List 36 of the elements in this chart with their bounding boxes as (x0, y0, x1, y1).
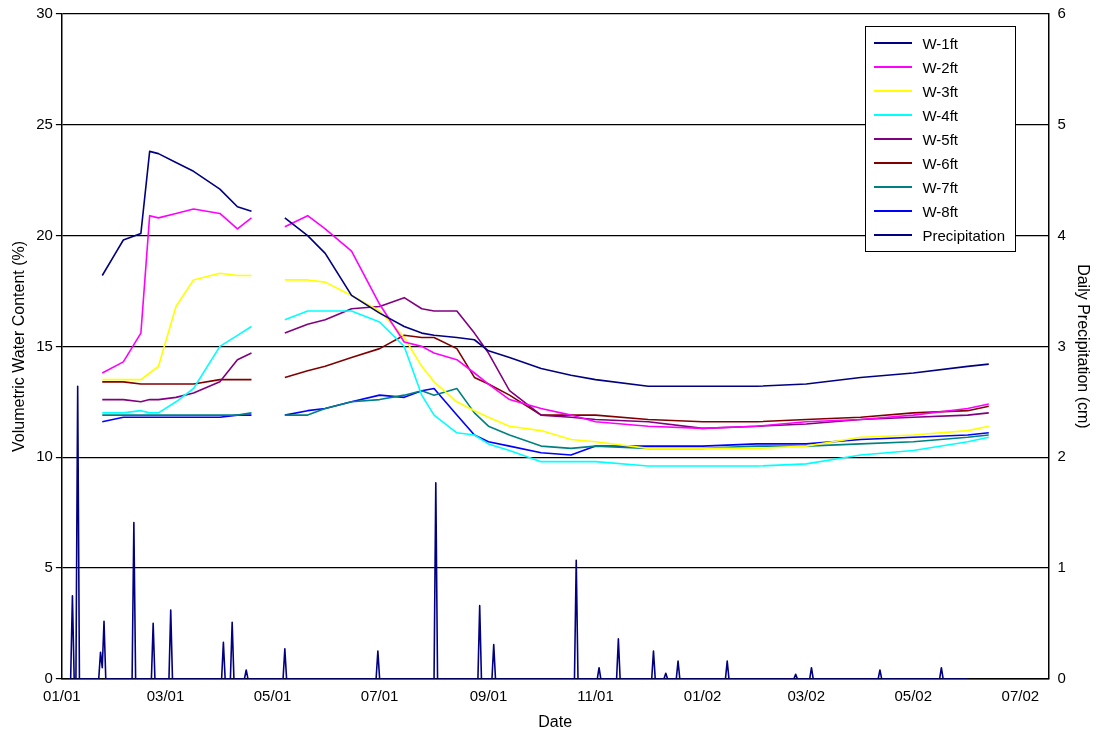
x-tick-label: 09/01 (469, 686, 508, 704)
x-tick-label: 07/01 (360, 686, 399, 704)
y-axis-title: Volumetric Water Content (%) (10, 240, 28, 452)
y-tick-label: 0 (44, 668, 53, 686)
legend-label: W-8ft (922, 202, 959, 220)
y2-axis-title: Daily Precipitation (cm) (1074, 264, 1092, 429)
x-tick-label: 03/02 (787, 686, 825, 704)
y-tick-label: 15 (36, 336, 53, 354)
x-axis-title: Date (538, 712, 573, 730)
legend-label: W-4ft (922, 106, 959, 124)
y2-tick-label: 0 (1057, 668, 1066, 686)
y-tick-label: 25 (36, 114, 53, 132)
x-tick-label: 05/02 (894, 686, 933, 704)
x-tick-label: 01/02 (683, 686, 722, 704)
y-tick-label: 30 (36, 4, 53, 22)
legend-label: W-6ft (922, 154, 959, 172)
legend-label: Precipitation (922, 226, 1005, 244)
y2-tick-label: 1 (1057, 558, 1066, 576)
x-tick-label: 01/01 (43, 686, 81, 704)
x-tick-label: 11/01 (577, 686, 614, 704)
legend-label: W-3ft (922, 82, 959, 100)
y2-tick-label: 2 (1057, 447, 1066, 465)
legend-label: W-5ft (922, 130, 959, 148)
legend-label: W-1ft (922, 34, 959, 52)
y-tick-label: 10 (36, 447, 53, 465)
legend-label: W-2ft (922, 58, 959, 76)
legend-label: W-7ft (922, 178, 959, 196)
y2-tick-label: 4 (1057, 225, 1066, 243)
x-tick-label: 03/01 (146, 686, 185, 704)
y2-tick-label: 3 (1057, 336, 1066, 354)
y2-tick-label: 6 (1057, 4, 1066, 22)
y-tick-label: 5 (44, 558, 53, 576)
y2-tick-label: 5 (1057, 114, 1066, 132)
y-tick-label: 20 (36, 225, 53, 243)
x-tick-label: 05/01 (253, 686, 292, 704)
x-tick-label: 07/02 (1001, 686, 1040, 704)
